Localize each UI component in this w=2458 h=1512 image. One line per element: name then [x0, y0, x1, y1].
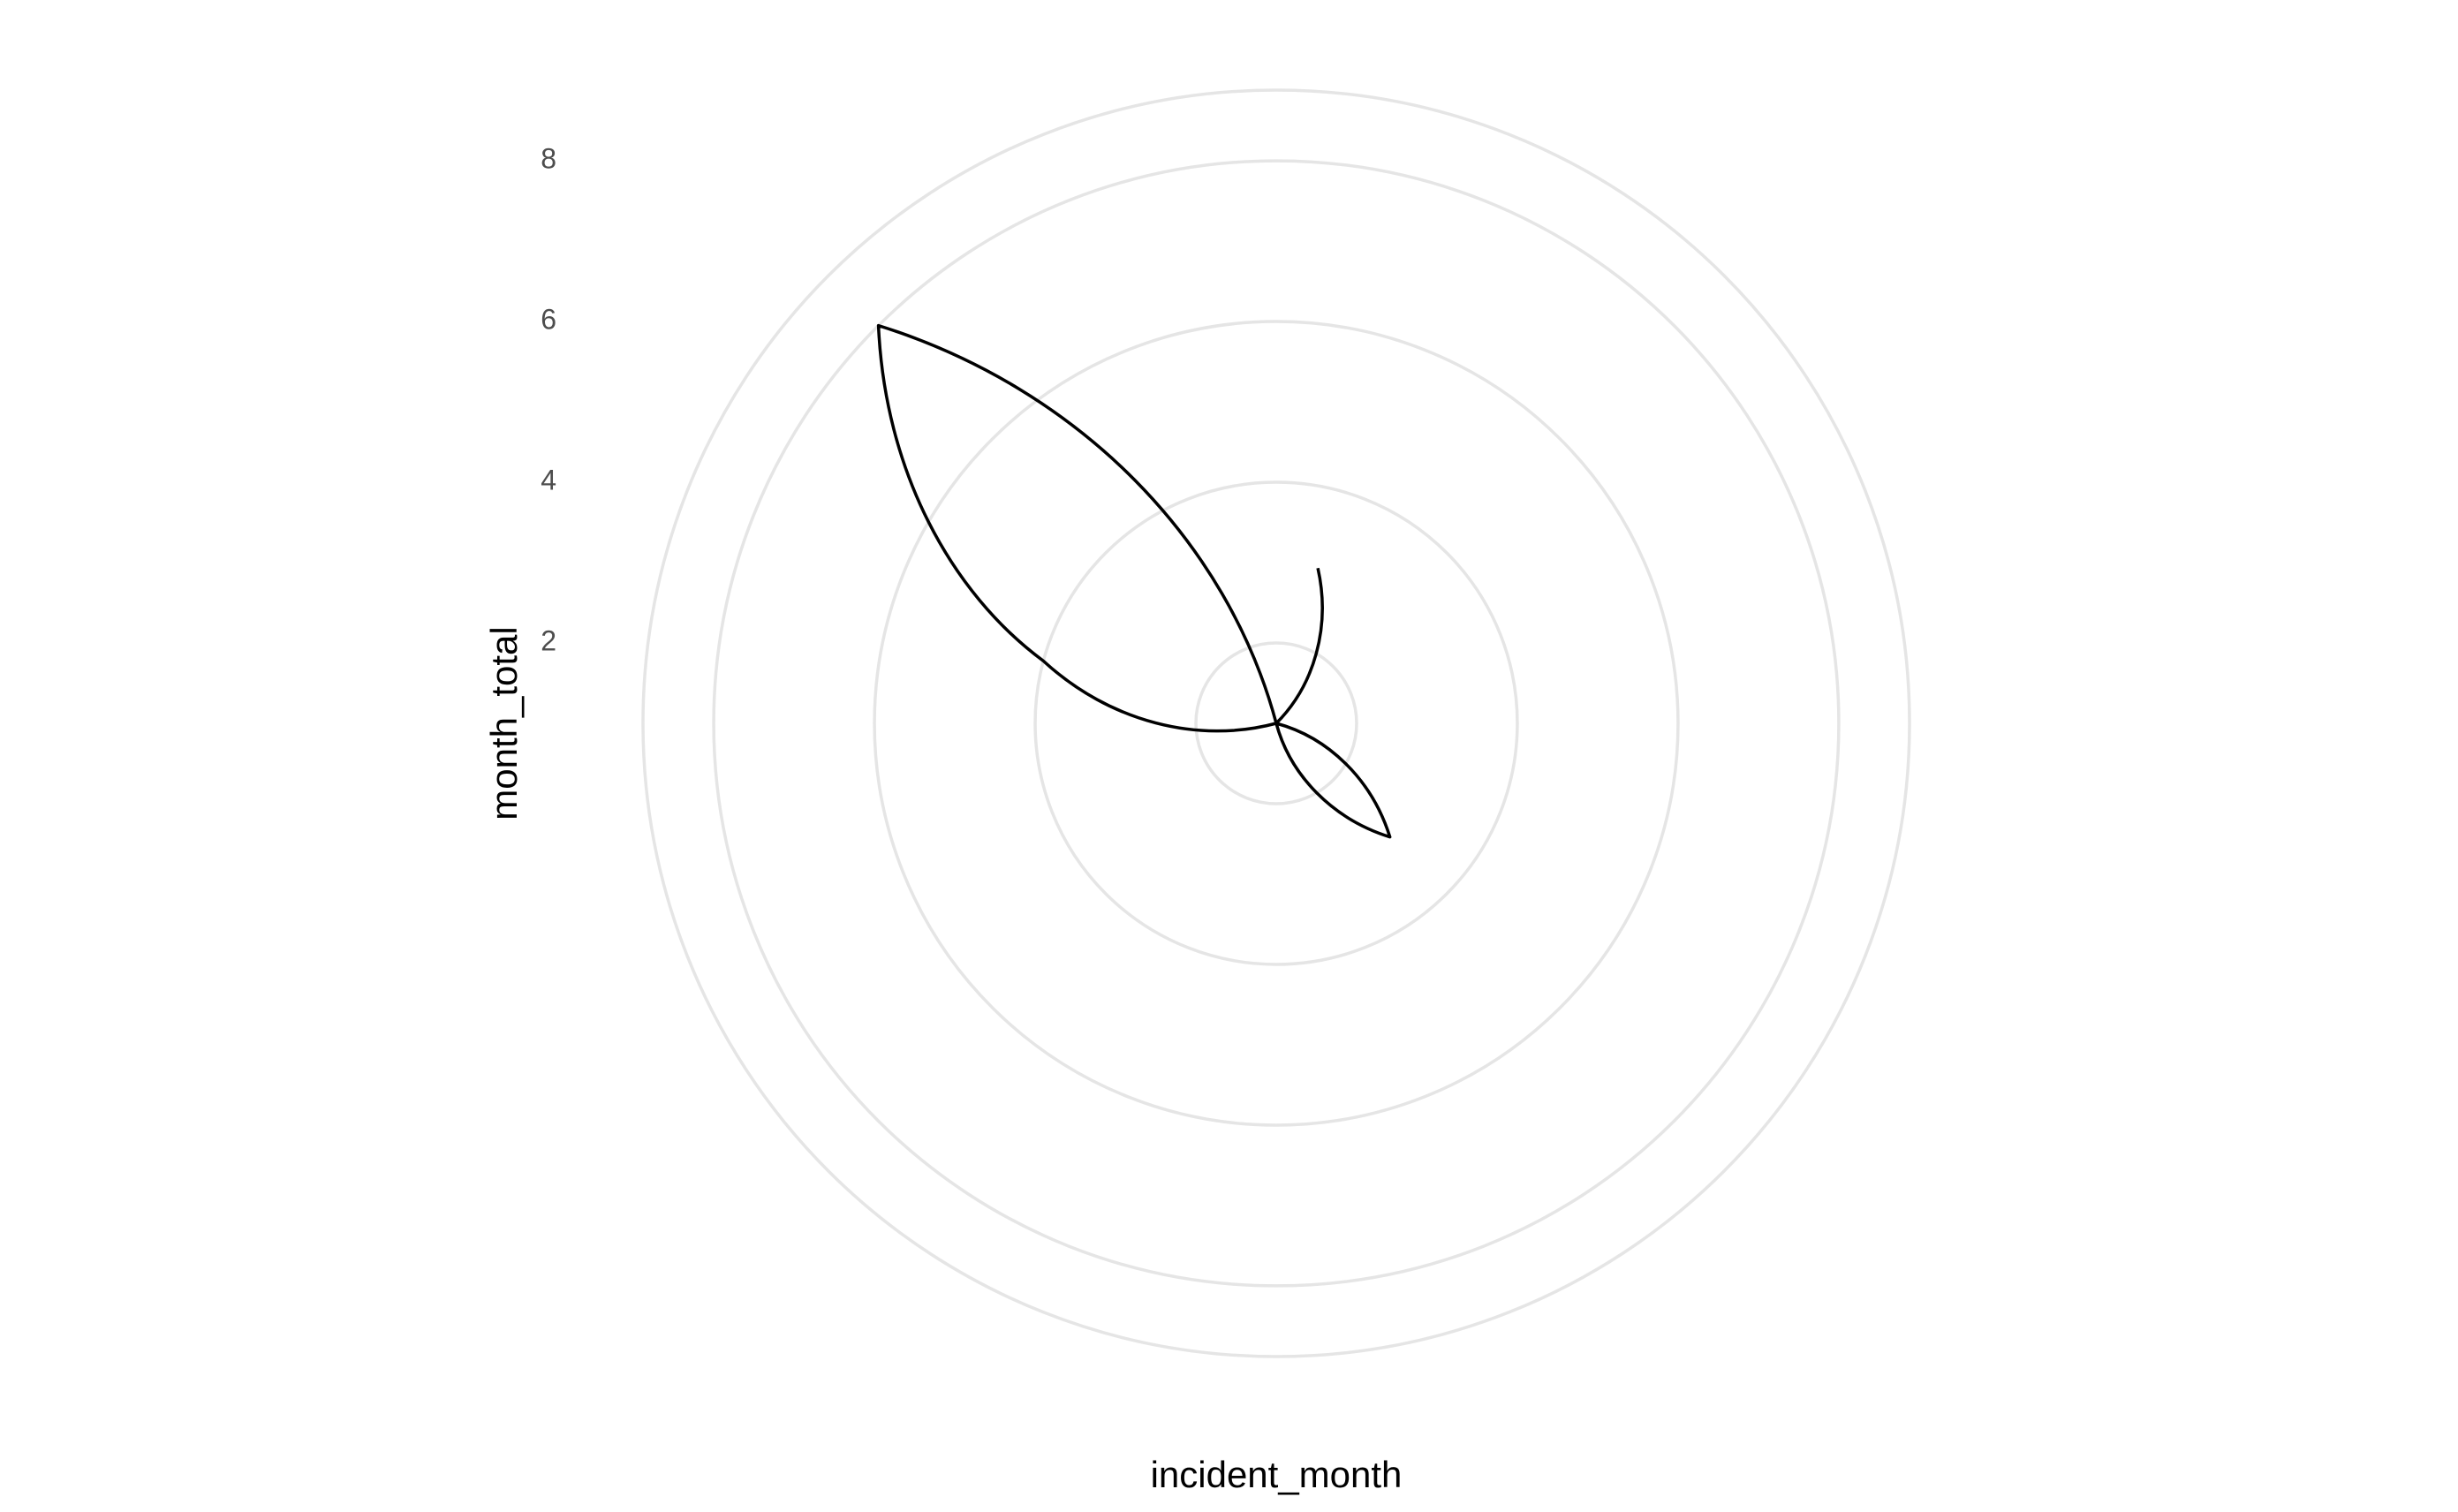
y-axis-title: month_total	[483, 626, 525, 820]
panel-outline	[641, 88, 1911, 1358]
grid-ring	[712, 159, 1841, 1288]
y-tick-label: 6	[541, 304, 556, 336]
grid-ring	[1033, 480, 1519, 966]
y-tick-label: 4	[541, 464, 556, 495]
x-axis-title: incident_month	[1151, 1454, 1403, 1495]
data-line	[876, 323, 1392, 839]
grid-ring	[1194, 641, 1358, 805]
grid-ring	[873, 320, 1680, 1127]
y-tick-label: 8	[541, 143, 556, 175]
y-tick-label: 2	[541, 624, 556, 656]
